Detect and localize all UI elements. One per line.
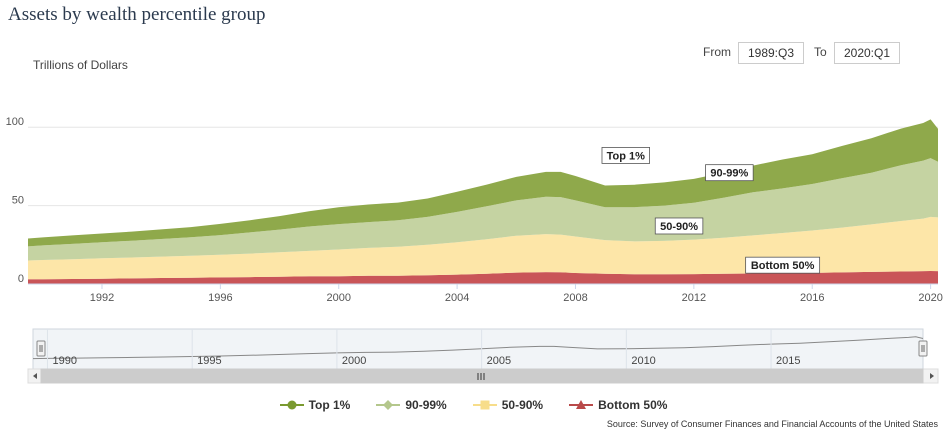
navigator-tick-label: 2000 bbox=[342, 355, 366, 367]
x-tick-label: 1992 bbox=[90, 292, 114, 304]
legend-circle-icon bbox=[279, 400, 304, 410]
source-note: Source: Survey of Consumer Finances and … bbox=[606, 419, 938, 429]
area-series-bottom-50 bbox=[28, 271, 938, 284]
area-series-50-90 bbox=[28, 216, 938, 280]
legend: Top 1% 90-99% 50-90% Bottom 50% bbox=[0, 398, 947, 412]
x-tick-label: 2016 bbox=[800, 292, 824, 304]
x-tick-label: 2004 bbox=[445, 292, 469, 304]
annotation-box bbox=[654, 217, 704, 235]
y-tick-label: 50 bbox=[12, 195, 24, 207]
legend-label-top1: Top 1% bbox=[308, 398, 351, 412]
range-from-input[interactable]: 1989:Q3 bbox=[738, 42, 804, 64]
legend-item-90-99[interactable]: 90-99% bbox=[376, 398, 447, 412]
navigator-series-line bbox=[32, 336, 924, 360]
annotation-label: 90-99% bbox=[710, 168, 748, 180]
legend-label-bottom50: Bottom 50% bbox=[598, 398, 668, 412]
legend-diamond-icon bbox=[376, 400, 401, 410]
area-series-top-1 bbox=[28, 119, 938, 247]
range-to-label: To bbox=[814, 45, 827, 59]
legend-square-icon bbox=[472, 400, 497, 410]
navigator-tick-label: 1995 bbox=[197, 355, 221, 367]
area-series-90-99 bbox=[28, 158, 938, 261]
navigator-tick-label: 2010 bbox=[631, 355, 655, 367]
annotation-label: 50-90% bbox=[660, 221, 698, 233]
scroll-right-icon[interactable] bbox=[930, 373, 934, 379]
navigator-handle[interactable] bbox=[36, 340, 46, 357]
legend-item-bottom50[interactable]: Bottom 50% bbox=[569, 398, 667, 412]
x-tick-label: 2000 bbox=[326, 292, 350, 304]
annotation-label: Bottom 50% bbox=[751, 260, 815, 272]
navigator-tick-label: 2015 bbox=[776, 355, 800, 367]
navigator-tick-label: 1990 bbox=[52, 355, 76, 367]
legend-item-50-90[interactable]: 50-90% bbox=[472, 398, 544, 412]
annotation-label: Top 1% bbox=[607, 150, 646, 162]
x-tick-label: 2020 bbox=[918, 292, 942, 304]
range-to-input[interactable]: 2020:Q1 bbox=[834, 42, 900, 64]
annotation-box bbox=[745, 256, 821, 274]
range-from-label: From bbox=[703, 45, 731, 59]
legend-triangle-icon bbox=[569, 400, 594, 409]
navigator-handle[interactable] bbox=[918, 340, 928, 357]
x-tick-label: 1996 bbox=[208, 292, 232, 304]
annotation-box bbox=[705, 164, 754, 182]
x-tick-label: 2008 bbox=[563, 292, 587, 304]
legend-label-90-99: 90-99% bbox=[405, 398, 447, 412]
navigator-tick-label: 2005 bbox=[487, 355, 511, 367]
scrollbar-thumb[interactable] bbox=[40, 368, 924, 384]
legend-label-50-90: 50-90% bbox=[501, 398, 544, 412]
scroll-left-icon[interactable] bbox=[33, 373, 37, 379]
x-tick-label: 2012 bbox=[682, 292, 706, 304]
y-axis-label: Trillions of Dollars bbox=[33, 58, 128, 72]
y-tick-label: 0 bbox=[18, 273, 24, 285]
legend-item-top1[interactable]: Top 1% bbox=[279, 398, 351, 412]
annotation-box bbox=[601, 147, 650, 164]
y-tick-label: 100 bbox=[6, 116, 24, 128]
chart-title: Assets by wealth percentile group bbox=[8, 4, 266, 25]
